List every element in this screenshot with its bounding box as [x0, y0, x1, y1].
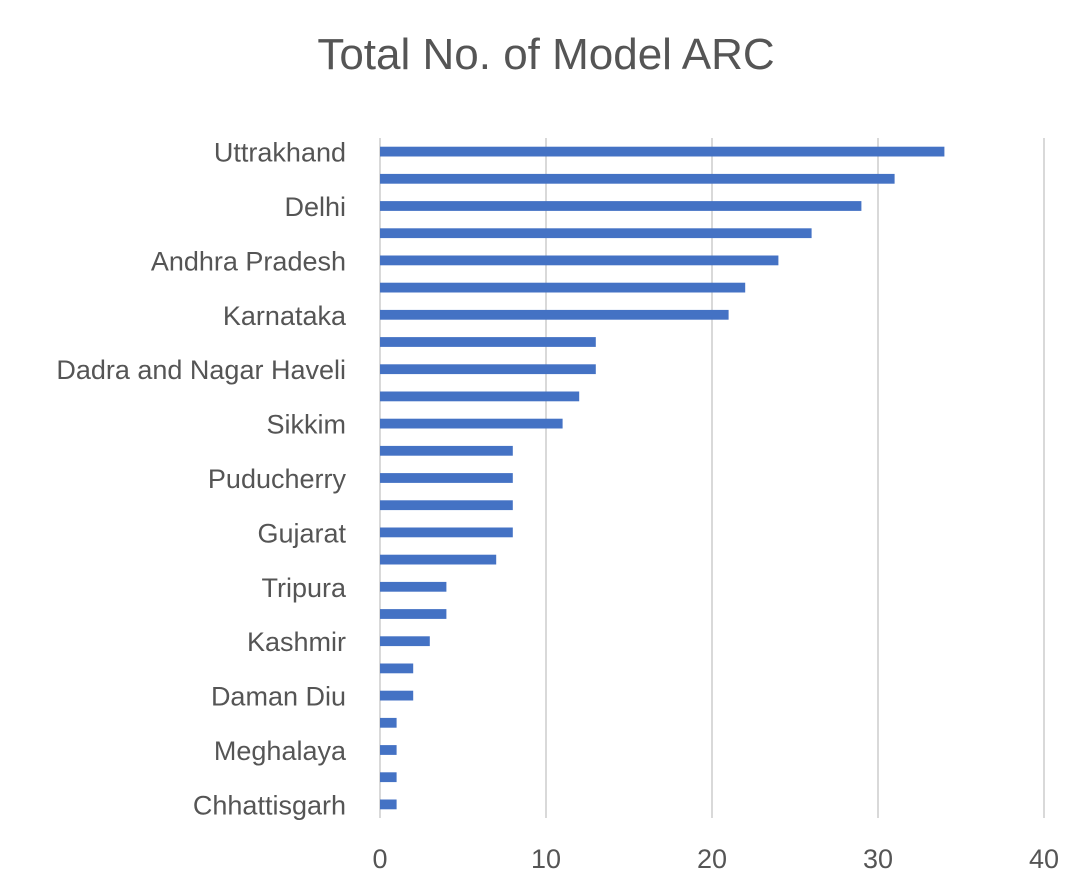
bar: [380, 772, 397, 783]
category-label: Sikkim: [267, 410, 347, 440]
category-label: Tripura: [261, 573, 347, 603]
x-tick-label: 30: [863, 844, 893, 874]
bar: [380, 282, 746, 293]
gridlines: [379, 138, 1045, 818]
x-tick-label: 40: [1029, 844, 1059, 874]
category-label: Meghalaya: [214, 736, 347, 766]
category-labels: Uttrakhand Delhi Andhra Pradesh Karnataka Da…: [56, 138, 347, 821]
bar: [380, 201, 862, 211]
category-label: Chhattisgarh: [193, 790, 346, 820]
x-tick-labels: 0 10 20 30 40: [372, 844, 1059, 874]
bar: [380, 337, 596, 347]
bar: [380, 745, 397, 755]
category-label: Andhra Pradesh: [151, 246, 346, 276]
category-label: Daman Diu: [211, 682, 346, 712]
bar: [380, 364, 596, 375]
bar: [380, 636, 430, 647]
bar: [380, 228, 812, 239]
bar: [380, 527, 513, 538]
bar: [380, 255, 779, 266]
bars: [380, 146, 945, 810]
bar: [380, 445, 513, 456]
category-label: Puducherry: [208, 464, 347, 494]
bar: [380, 500, 513, 511]
bar: [380, 663, 414, 674]
bar: [380, 717, 397, 728]
bar: [380, 799, 397, 810]
bar: [380, 473, 513, 483]
category-label: Gujarat: [257, 518, 346, 548]
category-label: Delhi: [284, 192, 346, 222]
bar: [380, 173, 895, 184]
bar: [380, 554, 497, 565]
x-tick-label: 20: [697, 844, 727, 874]
bar: [380, 418, 563, 429]
bar: [380, 690, 414, 701]
category-label: Uttrakhand: [214, 138, 346, 168]
bar: [380, 391, 580, 402]
bar: [380, 146, 945, 157]
category-label: Karnataka: [223, 301, 347, 331]
category-label: Kashmir: [247, 627, 346, 657]
bar: [380, 581, 447, 592]
bar: [380, 309, 729, 320]
chart-title: Total No. of Model ARC: [317, 30, 775, 79]
bar: [380, 609, 447, 619]
category-label: Dadra and Nagar Haveli: [56, 355, 346, 385]
x-tick-label: 10: [531, 844, 561, 874]
x-tick-label: 0: [372, 844, 387, 874]
